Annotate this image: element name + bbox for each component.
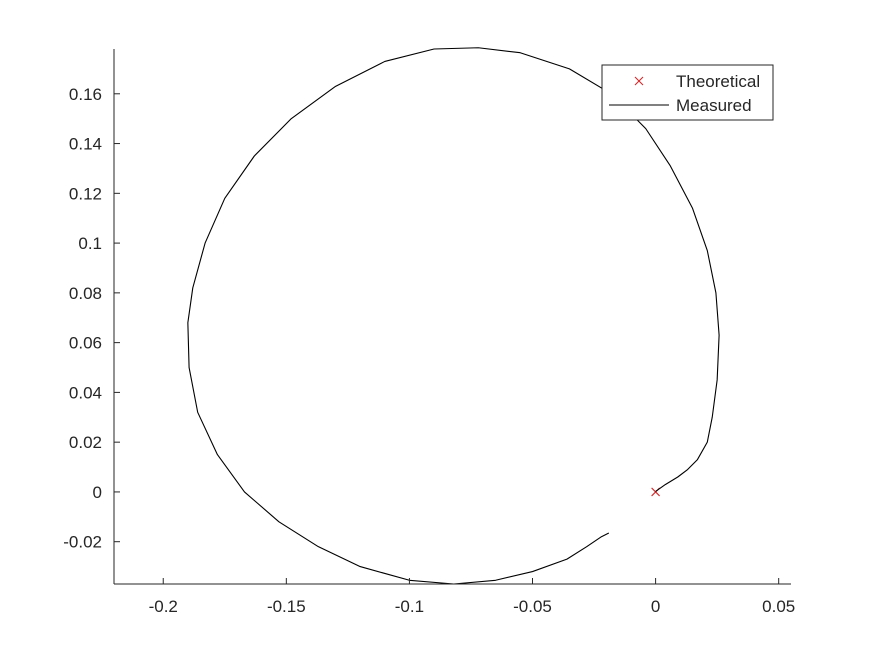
plot-background <box>114 49 791 584</box>
series-line-measured <box>187 47 720 585</box>
y-tick-label: 0.04 <box>69 383 102 402</box>
y-tick-label: 0.02 <box>69 433 102 452</box>
x-tick-label: -0.2 <box>149 597 178 616</box>
series-layer <box>187 47 720 585</box>
y-tick-label: -0.02 <box>63 533 102 552</box>
legend-label-measured: Measured <box>676 96 752 115</box>
x-tick-label: 0.05 <box>762 597 795 616</box>
y-tick-label: 0.1 <box>78 234 102 253</box>
legend: Theoretical Measured <box>601 64 774 121</box>
x-tick-label: -0.15 <box>267 597 306 616</box>
x-tick-label: -0.05 <box>513 597 552 616</box>
y-tick-label: 0.16 <box>69 85 102 104</box>
legend-label-theoretical: Theoretical <box>676 72 760 91</box>
legend-icon-x-marker <box>634 76 644 86</box>
x-tick-label: -0.1 <box>395 597 424 616</box>
x-tick-label: 0 <box>651 597 660 616</box>
legend-box <box>601 64 774 121</box>
y-tick-label: 0.08 <box>69 284 102 303</box>
y-tick-label: 0.06 <box>69 334 102 353</box>
y-tick-label: 0 <box>93 483 102 502</box>
marker-stroke <box>634 76 644 86</box>
axes-layer: -0.2 -0.15 -0.1 -0.05 0 0.05 -0.02 0 0.02 0.04 0.0… <box>63 49 795 616</box>
y-tick-label: 0.12 <box>69 184 102 203</box>
y-tick-label: 0.14 <box>69 135 102 154</box>
